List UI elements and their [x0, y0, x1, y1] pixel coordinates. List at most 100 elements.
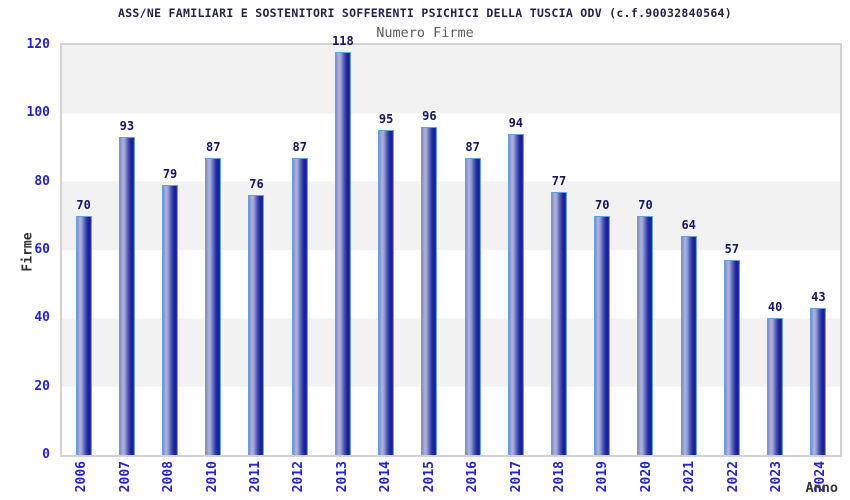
bar-value-label: 95 — [378, 112, 394, 126]
x-tick-cell: 2014 — [364, 459, 407, 499]
bar-slot-2023: 40 — [754, 45, 797, 455]
bar-slot-2012: 87 — [278, 45, 321, 455]
y-tick-40: 40 — [34, 310, 50, 326]
x-tick-cell: 2022 — [712, 459, 755, 499]
chart-subtitle: Numero Firme — [376, 25, 474, 41]
bar-2006 — [75, 216, 92, 455]
bar-slot-2022: 57 — [710, 45, 753, 455]
x-tick-cell: 2016 — [451, 459, 494, 499]
x-tick-cell: 2017 — [494, 459, 537, 499]
x-tick-2013: 2013 — [334, 461, 350, 493]
x-tick-2007: 2007 — [117, 461, 133, 493]
x-axis-title: Anno — [805, 480, 838, 496]
bar-slot-2017: 94 — [494, 45, 537, 455]
bar-2021 — [680, 236, 697, 455]
bar-slot-2011: 76 — [235, 45, 278, 455]
bar-2020 — [637, 216, 654, 455]
x-tick-2017: 2017 — [508, 461, 524, 493]
chart-title: ASS/NE FAMILIARI E SOSTENITORI SOFFERENT… — [117, 6, 732, 20]
bar-value-label: 87 — [292, 140, 307, 154]
x-tick-2014: 2014 — [378, 461, 394, 493]
y-tick-60: 60 — [34, 242, 50, 257]
bar-value-label: 64 — [681, 218, 696, 232]
bar-value-label: 118 — [332, 34, 354, 48]
bar-value-label: 96 — [422, 109, 437, 123]
bar-2014 — [378, 130, 395, 455]
x-tick-2008: 2008 — [161, 461, 177, 493]
x-tick-cell: 2011 — [234, 459, 277, 499]
x-tick-2016: 2016 — [465, 461, 481, 493]
bar-slot-2013: 118 — [321, 34, 364, 455]
x-tick-2006: 2006 — [74, 461, 90, 493]
bar-slot-2016: 87 — [451, 45, 494, 455]
bar-value-label: 43 — [811, 290, 826, 304]
bar-2023 — [767, 318, 784, 455]
x-tick-2020: 2020 — [638, 461, 654, 493]
bar-2016 — [464, 158, 481, 455]
x-tick-2021: 2021 — [682, 461, 698, 493]
x-tick-cell: 2015 — [408, 459, 451, 499]
bar-slot-2020: 70 — [624, 45, 667, 455]
bar-2013 — [334, 52, 351, 455]
bar-2018 — [551, 192, 568, 455]
bar-slot-2019: 70 — [581, 45, 624, 455]
x-tick-2018: 2018 — [552, 461, 568, 493]
bar-value-label: 70 — [638, 198, 653, 212]
bar-2011 — [248, 195, 265, 455]
x-tick-cell: 2021 — [668, 459, 711, 499]
bar-value-label: 70 — [76, 198, 91, 212]
y-tick-120: 120 — [26, 37, 50, 52]
y-tick-80: 80 — [34, 173, 50, 189]
x-tick-2010: 2010 — [204, 461, 220, 493]
bar-value-label: 94 — [508, 116, 524, 130]
x-tick-cell: 2019 — [581, 459, 624, 499]
x-tick-cell: 2020 — [625, 459, 668, 499]
bar-2015 — [421, 127, 438, 455]
y-tick-0: 0 — [42, 447, 50, 462]
bar-value-label: 87 — [465, 140, 480, 154]
bar-2024 — [810, 308, 827, 455]
bar-value-label: 76 — [249, 177, 264, 191]
bar-slot-2015: 96 — [408, 45, 451, 455]
x-tick-2012: 2012 — [291, 461, 307, 493]
x-tick-2019: 2019 — [595, 461, 611, 493]
x-tick-2022: 2022 — [725, 461, 741, 493]
bar-slot-2010: 87 — [192, 45, 235, 455]
plot-area: 70 93 79 87 76 87 118 95 96 87 94 77 70 70 64 57 40 43 — [60, 34, 842, 457]
y-tick-100: 100 — [26, 105, 50, 121]
bar-slot-2021: 64 — [667, 45, 710, 455]
x-tick-cell: 2023 — [755, 459, 798, 499]
bar-2010 — [205, 158, 222, 455]
x-tick-cell: 2006 — [60, 459, 103, 499]
bar-2008 — [162, 185, 179, 455]
x-tick-2015: 2015 — [421, 461, 437, 493]
bar-2019 — [594, 216, 611, 455]
bar-slot-2008: 79 — [148, 45, 191, 455]
x-tick-cell: 2010 — [190, 459, 233, 499]
bar-2022 — [723, 260, 740, 455]
bar-value-label: 79 — [162, 167, 178, 181]
bar-2017 — [507, 134, 524, 455]
bar-value-label: 77 — [551, 174, 567, 188]
x-tick-cell: 2013 — [321, 459, 364, 499]
x-tick-cell: 2007 — [103, 459, 146, 499]
y-tick-20: 20 — [34, 378, 50, 394]
x-tick-2011: 2011 — [247, 461, 263, 493]
bar-slot-2006: 70 — [62, 45, 105, 455]
bar-value-label: 70 — [595, 198, 610, 212]
bar-value-label: 57 — [724, 242, 740, 256]
bar-value-label: 87 — [206, 140, 221, 154]
bar-slot-2018: 77 — [537, 45, 580, 455]
bar-slot-2014: 95 — [365, 45, 408, 455]
bar-slot-2007: 93 — [105, 45, 148, 455]
bar-slot-2024: 43 — [797, 45, 840, 455]
x-axis-ticks: 2006 2007 2008 2010 2011 2012 2013 2014 2015 2016… — [60, 459, 842, 499]
x-tick-2023: 2023 — [769, 461, 785, 493]
bars-container: 70 93 79 87 76 87 118 95 96 87 94 77 70 70 64 57 40 43 — [62, 34, 840, 455]
x-tick-cell: 2012 — [277, 459, 320, 499]
bar-2012 — [291, 158, 308, 455]
bar-value-label: 93 — [119, 119, 135, 133]
bar-2007 — [118, 137, 135, 455]
bar-value-label: 40 — [767, 300, 783, 314]
